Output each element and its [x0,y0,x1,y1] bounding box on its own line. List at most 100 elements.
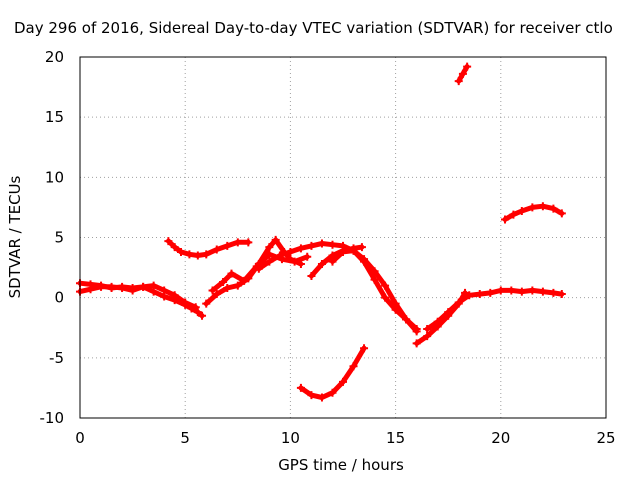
data-point [160,286,169,295]
series-arc-13 [501,202,566,224]
data-point [317,393,326,402]
data-point [233,281,242,290]
data-point [339,247,347,256]
data-point [433,317,442,326]
data-point [181,298,190,307]
data-point [538,287,547,296]
data-point [296,244,305,253]
y-tick-label: 15 [45,108,64,126]
x-tick-labels: 0 5 10 15 20 25 [75,429,615,447]
data-point [370,267,379,276]
data-point [501,215,510,224]
data-point [290,257,299,266]
data-point [328,257,337,266]
data-point [107,282,116,291]
data-series [76,62,566,402]
y-tick-labels: -10 -5 0 5 10 15 20 [40,48,65,427]
data-point [349,362,358,371]
data-point [339,377,347,386]
data-point [265,243,274,252]
series-arc-5 [208,250,312,295]
data-point [286,247,295,256]
data-point [128,286,137,295]
data-point [296,383,305,392]
data-point [423,332,432,341]
y-tick-label: 10 [45,168,64,186]
data-point [423,324,432,333]
series-arc-9 [296,344,369,402]
data-point [328,388,337,397]
data-point [381,281,390,290]
data-point [357,243,366,252]
data-point [360,255,369,264]
data-point [307,391,316,400]
data-point [549,288,558,297]
x-tick-label: 20 [491,429,510,447]
chart-title: Day 296 of 2016, Sidereal Day-to-day VTE… [14,19,613,37]
grid-lines [80,57,606,418]
data-point [557,290,566,299]
series-arc-12 [454,62,472,86]
x-tick-label: 25 [596,429,615,447]
y-tick-label: -5 [49,349,64,367]
data-point [86,285,95,294]
y-tick-label: 20 [45,48,64,66]
data-point [139,282,148,291]
data-point [465,291,474,300]
data-point [517,207,526,216]
x-tick-label: 15 [386,429,405,447]
data-point [538,202,547,211]
y-tick-label: 0 [54,289,64,307]
data-point [149,281,158,290]
data-point [475,290,484,299]
y-tick-label: -10 [40,409,65,427]
data-point [402,315,411,324]
data-point [254,264,263,273]
data-point [486,288,495,297]
data-point [271,235,280,244]
series-line [256,241,420,332]
series-arc-8 [328,246,421,336]
series-arc-2 [76,281,200,312]
data-point [170,291,179,300]
data-point [212,245,221,254]
data-point [223,284,232,293]
data-point [381,293,390,302]
data-point [507,286,516,295]
data-point [307,272,316,281]
data-point [412,339,421,348]
data-point [208,286,217,295]
data-point [317,259,326,268]
data-point [164,237,173,246]
data-point [496,286,505,295]
data-point [118,284,127,293]
data-point [528,286,537,295]
data-point [198,311,207,320]
data-point [458,69,467,78]
data-point [202,250,211,259]
data-point [454,77,463,86]
data-point [509,210,518,219]
data-point [517,287,526,296]
data-point [240,276,249,285]
data-point [549,204,558,213]
data-point [176,247,185,256]
data-point [193,251,202,260]
series-arc-11 [423,286,566,333]
data-point [170,243,179,252]
x-tick-label: 0 [75,429,85,447]
series-arc-7 [307,243,366,281]
data-point [265,257,274,266]
data-point [185,250,194,259]
data-point [244,238,253,247]
data-point [328,240,337,249]
x-tick-label: 5 [180,429,190,447]
data-point [349,246,358,255]
data-point [219,278,228,287]
data-point [412,327,421,336]
data-point [557,209,566,218]
data-point [391,299,400,308]
y-axis-label: SDTVAR / TECUs [6,175,24,298]
x-axis-label: GPS time / hours [278,456,404,474]
